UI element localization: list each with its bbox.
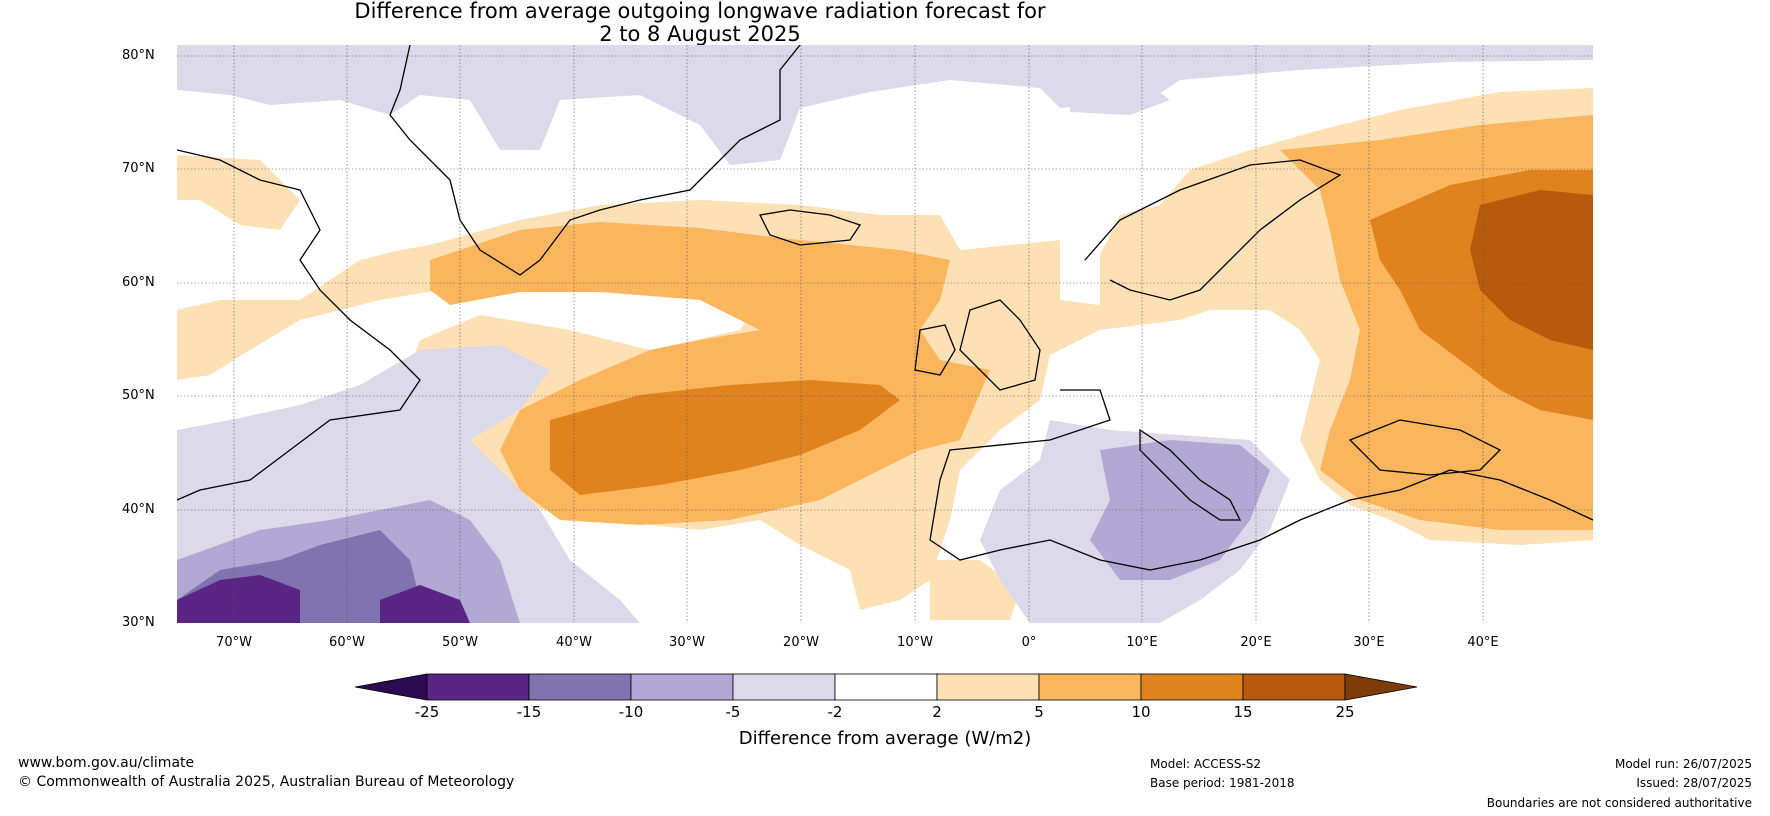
colorbar-segment [1242, 673, 1346, 701]
colorbar-label: -15 [516, 703, 542, 721]
footer-issued: Issued: 28/07/2025 [1636, 776, 1752, 790]
colorbar-label: -10 [618, 703, 644, 721]
gridlines [177, 45, 1593, 623]
iceland-coast [759, 209, 862, 246]
lat-tick: 80°N [122, 48, 155, 63]
colorbar-segment [1344, 673, 1418, 701]
norway-coast [1084, 159, 1342, 301]
colorbar-segment [1038, 673, 1142, 701]
lon-tick: 20°W [783, 635, 819, 650]
lat-tick: 30°N [122, 615, 155, 630]
colorbar-segment [630, 673, 734, 701]
colorbar-label: -2 [827, 703, 843, 721]
colorbar-segment [426, 673, 530, 701]
anomaly-neg-15 [177, 575, 300, 623]
uk-coast [959, 299, 1041, 391]
title-line-1: Difference from average outgoing longwav… [354, 0, 1046, 23]
anomaly-neg-5-med [1090, 440, 1270, 580]
colorbar-segment [528, 673, 632, 701]
lon-tick: 30°E [1353, 635, 1385, 650]
lon-tick: 10°E [1126, 635, 1158, 650]
colorbar-label: 2 [932, 703, 942, 721]
anomaly-pos-15 [550, 380, 900, 495]
title-line-2: 2 to 8 August 2025 [599, 22, 801, 46]
black-sea-coast [1348, 419, 1502, 476]
footer-url[interactable]: www.bom.gov.au/climate [18, 755, 195, 771]
lat-tick: 50°N [122, 388, 155, 403]
colorbar-segment [936, 673, 1040, 701]
anomaly-field [177, 45, 1593, 623]
colorbar-label: -5 [725, 703, 741, 721]
footer-copyright: © Commonwealth of Australia 2025, Austra… [18, 774, 515, 790]
ireland-coast [914, 324, 956, 376]
colorbar [354, 673, 1418, 701]
lat-tick: 60°N [122, 275, 155, 290]
footer-disclaimer: Boundaries are not considered authoritat… [1486, 796, 1752, 810]
anomaly-pos-25 [1470, 190, 1593, 350]
colorbar-label: 10 [1131, 703, 1151, 721]
canada-coast [177, 149, 421, 501]
colorbar-label: -25 [414, 703, 440, 721]
coastlines [177, 45, 1593, 571]
anomaly-neg-15b [380, 585, 470, 623]
lon-tick: 30°W [669, 635, 705, 650]
lon-tick: 40°E [1467, 635, 1499, 650]
footer-model: Model: ACCESS-S2 [1150, 757, 1262, 771]
colorbar-segment [354, 673, 428, 701]
lon-tick: 70°W [216, 635, 252, 650]
colorbar-label: 15 [1233, 703, 1253, 721]
anomaly-neg-arctic [177, 45, 1593, 165]
colorbar-segment [834, 673, 938, 701]
colorbar-label: 25 [1335, 703, 1355, 721]
italy-coast [1139, 428, 1242, 521]
lon-tick: 20°E [1240, 635, 1272, 650]
lon-tick: 50°W [442, 635, 478, 650]
anomaly-pos-5-lab [177, 155, 300, 230]
lat-tick: 70°N [122, 161, 155, 176]
colorbar-label: 5 [1034, 703, 1044, 721]
greenland-coast [389, 45, 801, 276]
map-title: Difference from average outgoing longwav… [0, 0, 1400, 46]
lon-tick: 40°W [556, 635, 592, 650]
colorbar-title: Difference from average (W/m2) [738, 728, 1032, 749]
lon-tick: 0° [1021, 635, 1037, 650]
anomaly-neg-arctic-2 [1070, 85, 1170, 115]
lon-tick: 10°W [897, 635, 933, 650]
lon-tick: 60°W [329, 635, 365, 650]
colorbar-segment [732, 673, 836, 701]
lat-tick: 40°N [122, 502, 155, 517]
colorbar-segment [1140, 673, 1244, 701]
footer-model-run: Model run: 26/07/2025 [1614, 757, 1752, 771]
europe-coast [929, 389, 1593, 571]
footer-base-period: Base period: 1981-2018 [1150, 776, 1295, 790]
